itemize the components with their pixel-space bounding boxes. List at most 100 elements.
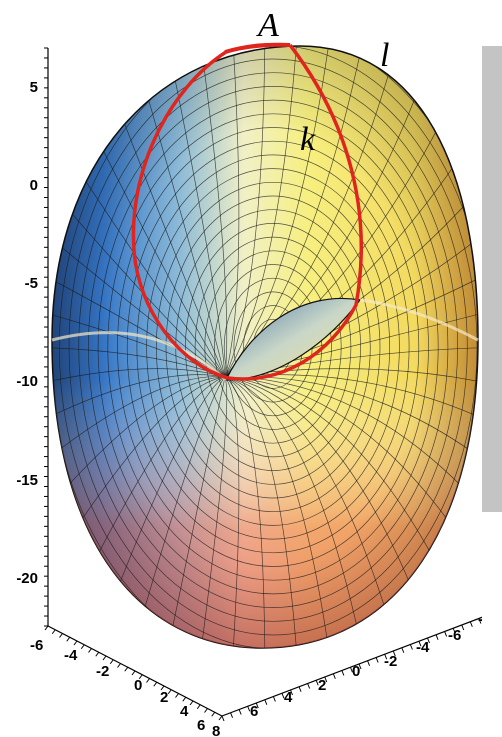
x-tick-label: 6 [197, 717, 205, 734]
mesh-meridian [58, 376, 226, 555]
y-tick-mark [358, 663, 362, 670]
y-tick-mark [418, 641, 422, 647]
y-tick-label: -2 [384, 653, 397, 670]
y-tick-mark [409, 644, 413, 650]
mesh-meridian [106, 376, 226, 617]
x-tick-mark [51, 629, 56, 635]
mesh-meridian [224, 376, 266, 648]
mesh-ring [58, 46, 478, 648]
mesh-meridian [224, 46, 333, 378]
mesh-meridian [224, 376, 450, 588]
mesh-meridian [224, 376, 300, 648]
torus-hole [225, 298, 362, 381]
mesh-ring [214, 264, 332, 430]
mesh-ring [155, 181, 391, 513]
x-tick-mark [204, 708, 208, 713]
mesh-meridian [224, 46, 266, 378]
y-tick-mark [341, 670, 345, 676]
z-tick-label: -20 [16, 570, 38, 587]
scrollbar-strip [482, 46, 502, 512]
z-tick-label: -15 [16, 472, 38, 489]
point-a-label: A [256, 7, 279, 44]
mesh-ring [165, 195, 381, 499]
mesh-meridian [106, 77, 226, 378]
y-tick-label: -8 [478, 611, 482, 628]
mesh-meridian [134, 376, 226, 642]
y-tick-mark [384, 654, 388, 660]
torus-surface [51, 45, 479, 649]
mesh-meridian [224, 376, 424, 617]
z-tick-label: 5 [30, 79, 38, 96]
mesh-ring [204, 250, 342, 444]
x-tick-mark [73, 640, 78, 646]
y-tick-mark [401, 647, 405, 653]
mesh-ring [194, 236, 352, 458]
y-tick-label: 8 [212, 723, 220, 737]
x-tick-label: -2 [96, 663, 109, 680]
mesh-meridian [224, 376, 240, 648]
mesh-meridian [197, 376, 228, 648]
x-tick-mark [211, 711, 216, 717]
x-tick-mark [182, 696, 187, 702]
x-tick-mark [146, 678, 150, 683]
mesh-meridian [80, 106, 226, 378]
mesh-meridian [134, 52, 226, 378]
z-tick-label: -5 [25, 275, 38, 292]
y-tick-mark [461, 624, 465, 631]
x-tick-mark [167, 689, 172, 695]
mesh-ring [146, 168, 400, 526]
mesh-meridian [52, 374, 226, 436]
mesh-meridian [224, 376, 396, 642]
mesh-meridian [58, 139, 226, 378]
x-tick-mark [88, 648, 92, 653]
x-tick-mark [196, 704, 201, 710]
y-tick-label: -4 [416, 639, 430, 656]
y-tick-label: 6 [250, 703, 258, 720]
x-tick-mark [153, 681, 158, 687]
x-tick-label: 4 [180, 703, 189, 720]
y-tick-mark [272, 696, 276, 702]
mesh-meridian [224, 46, 240, 378]
y-tick-label: 2 [318, 677, 326, 694]
mesh-meridian [165, 376, 226, 648]
y-tick-mark [255, 702, 259, 709]
y-tick-mark [367, 660, 371, 666]
x-tick-mark [131, 670, 136, 676]
y-tick-label: 4 [284, 689, 293, 706]
y-tick-mark [264, 699, 268, 705]
mesh-meridian [224, 374, 478, 436]
x-tick-label: 0 [134, 677, 142, 694]
y-tick-mark [452, 628, 456, 634]
y-tick-mark [238, 709, 242, 715]
y-tick-mark [349, 667, 353, 673]
x-tick-mark [189, 700, 194, 706]
mesh-meridian [224, 376, 472, 555]
y-tick-mark [375, 657, 379, 663]
mesh-meridian [224, 376, 333, 648]
y-tick-mark [247, 706, 251, 712]
mesh-meridian [52, 368, 226, 392]
y-tick-mark [221, 715, 225, 722]
x-tick-label: -4 [64, 647, 78, 664]
y-tick-mark [315, 680, 319, 686]
x-tick-label: -6 [30, 637, 43, 654]
mesh-ring [97, 99, 449, 595]
y-tick-mark [324, 676, 328, 683]
y-tick-mark [281, 693, 285, 699]
y-tick-mark [332, 673, 336, 679]
x-tick-mark [109, 659, 114, 665]
mesh-meridian [197, 46, 228, 378]
y-tick-mark [435, 634, 439, 640]
y-tick-label: 0 [352, 663, 360, 680]
y-tick-mark [290, 689, 293, 696]
torus-plot: 5 0 -5 -10 -15 -20 -6 -4 -2 0 2 4 6 8 6 … [16, 7, 499, 737]
y-tick-label: -6 [448, 627, 461, 644]
mesh-ring [107, 113, 439, 581]
mesh-ring [68, 58, 478, 636]
curve-l-label: l [380, 37, 389, 74]
x-tick-label: 2 [160, 689, 168, 706]
mesh-ring [117, 127, 429, 567]
x-tick-mark [218, 715, 223, 721]
z-tick-label: -10 [16, 373, 38, 390]
